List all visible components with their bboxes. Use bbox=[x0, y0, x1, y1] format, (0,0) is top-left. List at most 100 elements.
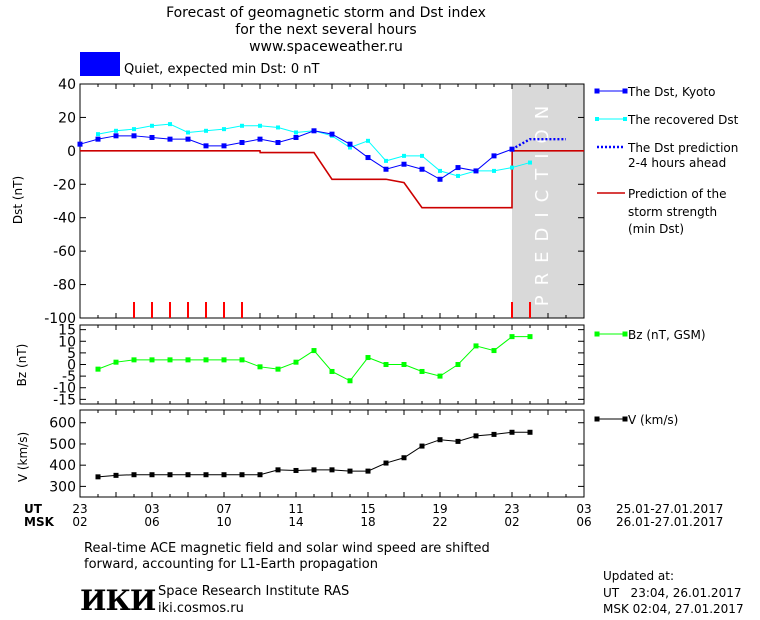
v-point bbox=[239, 472, 245, 478]
msk-tick-label: 10 bbox=[216, 515, 232, 529]
bz-point bbox=[113, 359, 119, 365]
v-point bbox=[437, 437, 443, 443]
msk-date-range: 26.01-27.01.2017 bbox=[616, 515, 724, 529]
v-point bbox=[113, 472, 119, 478]
kyoto-dst-point bbox=[311, 128, 317, 134]
y-tick-label: 0 bbox=[67, 144, 76, 160]
bz-plot-frame bbox=[79, 324, 585, 405]
bz-point bbox=[455, 362, 461, 367]
v-point bbox=[509, 429, 515, 435]
recovered-dst-point bbox=[294, 130, 298, 135]
updated-label: Updated at: bbox=[603, 569, 674, 583]
chart-title-line1: Forecast of geomagnetic storm and Dst in… bbox=[166, 5, 486, 21]
ut-tick-label: 23 bbox=[72, 502, 88, 516]
ut-tick-label: 15 bbox=[360, 502, 376, 516]
ut-tick-label: 19 bbox=[432, 502, 448, 516]
v-point bbox=[293, 467, 299, 473]
legend-bz-marker bbox=[594, 331, 600, 337]
bz-point bbox=[527, 334, 533, 340]
v-point bbox=[257, 472, 263, 478]
kyoto-dst-point bbox=[347, 141, 353, 147]
legend-dst-recovered: The recovered Dst bbox=[628, 113, 739, 127]
legend-storm-3: (min Dst) bbox=[628, 222, 685, 236]
y-tick-label: -80 bbox=[53, 278, 76, 294]
chart-title-url[interactable]: www.spaceweather.ru bbox=[249, 39, 403, 55]
msk-tick-label: 06 bbox=[576, 515, 592, 529]
y-tick-label: -5 bbox=[62, 369, 76, 385]
ut-tick-label: 03 bbox=[144, 502, 160, 516]
legend-v: V (km/s) bbox=[628, 413, 679, 427]
dst-prediction-line bbox=[511, 137, 566, 151]
msk-tick-label: 06 bbox=[144, 515, 160, 529]
ut-tick-label: 11 bbox=[288, 502, 304, 516]
kyoto-dst-point bbox=[455, 165, 461, 171]
y-tick-label: 10 bbox=[58, 334, 76, 350]
recovered-dst-point bbox=[186, 130, 190, 135]
kyoto-dst-point bbox=[167, 136, 173, 142]
y-tick-label: 20 bbox=[58, 110, 76, 126]
y-tick-label: -100 bbox=[44, 311, 76, 327]
v-plot-frame bbox=[79, 409, 585, 498]
v-point bbox=[185, 472, 191, 478]
v-point bbox=[491, 431, 497, 437]
footer-note-line2: forward, accounting for L1-Earth propaga… bbox=[84, 557, 378, 572]
status-color-box bbox=[80, 52, 120, 76]
msk-tick-label: 22 bbox=[432, 515, 448, 529]
bz-point bbox=[149, 357, 155, 363]
y-tick-label: -40 bbox=[53, 211, 76, 227]
v-point bbox=[95, 474, 101, 480]
v-point bbox=[473, 433, 479, 439]
bz-point bbox=[239, 357, 245, 363]
prediction-region bbox=[512, 84, 584, 318]
y-tick-label: 0 bbox=[67, 358, 76, 374]
bz-point bbox=[275, 366, 281, 372]
footer-note-line1: Real-time ACE magnetic field and solar w… bbox=[84, 541, 490, 556]
v-point bbox=[221, 472, 227, 478]
v-point bbox=[383, 460, 389, 466]
kyoto-dst-point bbox=[275, 140, 281, 145]
recovered-dst-point bbox=[366, 138, 370, 143]
bz-point bbox=[221, 357, 227, 363]
msk-tick-label: 02 bbox=[504, 515, 520, 529]
bz-point bbox=[383, 362, 389, 367]
bz-point bbox=[437, 373, 443, 379]
recovered-dst-point bbox=[114, 128, 118, 133]
updated-msk: MSK 02:04, 27.01.2017 bbox=[603, 602, 744, 616]
v-panel: 300 400 500 600 bbox=[49, 409, 585, 498]
bz-point bbox=[293, 359, 299, 365]
v-point bbox=[347, 468, 353, 474]
recovered-dst-point bbox=[402, 153, 406, 158]
storm-strength-line bbox=[80, 150, 584, 209]
bz-point bbox=[311, 348, 317, 354]
y-tick-label: -15 bbox=[53, 392, 76, 408]
v-point bbox=[401, 455, 407, 461]
legend-storm-1: Prediction of the bbox=[628, 187, 727, 201]
y-tick-label: -10 bbox=[53, 381, 76, 397]
bz-axis-label: Bz (nT) bbox=[15, 343, 29, 387]
bz-point bbox=[329, 368, 335, 374]
legend-v-marker bbox=[622, 416, 628, 422]
ut-tick-label: 23 bbox=[504, 502, 520, 516]
legend-markers bbox=[594, 88, 628, 422]
kyoto-dst-point bbox=[221, 143, 227, 149]
y-tick-label: 15 bbox=[58, 323, 76, 339]
ut-label: UT bbox=[24, 502, 42, 516]
recovered-dst-point bbox=[420, 153, 424, 158]
prediction-label: PREDICTION bbox=[532, 96, 553, 306]
y-tick-label: 5 bbox=[67, 346, 76, 362]
legend-bz-marker bbox=[622, 331, 628, 337]
y-tick-label: 300 bbox=[49, 479, 76, 495]
kyoto-dst-point bbox=[473, 168, 479, 174]
kyoto-dst-point bbox=[257, 136, 263, 142]
institute-website[interactable]: iki.cosmos.ru bbox=[158, 601, 244, 616]
v-point bbox=[311, 467, 317, 473]
dst-axis-label: Dst (nT) bbox=[11, 175, 25, 225]
legend-v-marker bbox=[594, 416, 600, 422]
legend-dst-prediction-1: The Dst prediction bbox=[628, 141, 739, 155]
chart-title-line2: for the next several hours bbox=[235, 22, 417, 38]
legend-bz: Bz (nT, GSM) bbox=[628, 328, 706, 342]
legend-dst-kyoto: The Dst, Kyoto bbox=[628, 85, 716, 99]
iki-logo: ИКИ bbox=[80, 584, 156, 617]
bz-point bbox=[185, 357, 191, 363]
kyoto-dst-point bbox=[149, 134, 155, 140]
